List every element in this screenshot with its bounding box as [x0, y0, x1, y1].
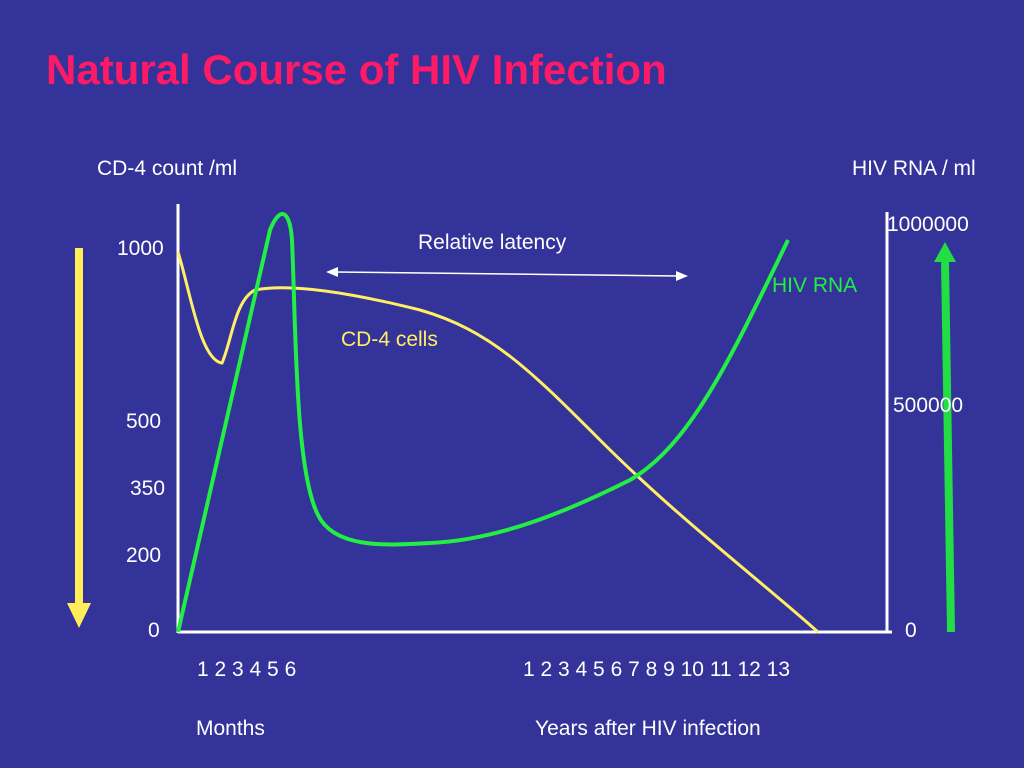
relative-latency-label: Relative latency [418, 231, 567, 254]
months-ticks: 1 2 3 4 5 6 [197, 658, 297, 681]
right-tick-0: 0 [905, 619, 917, 642]
cd4-series-line [176, 251, 820, 634]
right-tick-500000: 500000 [893, 394, 964, 417]
months-axis-label: Months [196, 717, 265, 740]
left-tick-0: 0 [148, 619, 160, 642]
left-tick-200: 200 [126, 544, 162, 567]
cd4-series-label: CD-4 cells [341, 328, 438, 351]
hiv-rna-rise-arrow [934, 242, 956, 633]
years-axis-label: Years after HIV infection [535, 717, 761, 740]
hiv-rna-series-label: HIV RNA [772, 274, 858, 297]
years-ticks: 1 2 3 4 5 6 7 8 9 10 11 12 13 [523, 658, 791, 681]
left-tick-350: 350 [130, 477, 166, 500]
right-axis-title: HIV RNA / ml [852, 157, 976, 180]
cd4-decline-arrow [67, 248, 91, 628]
slide-title: Natural Course of HIV Infection [46, 46, 667, 93]
left-tick-500: 500 [126, 410, 162, 433]
hiv-rna-series-line [176, 212, 790, 633]
left-axis-title: CD-4 count /ml [97, 157, 238, 180]
left-tick-1000: 1000 [117, 237, 164, 260]
right-tick-1000000: 1000000 [887, 213, 969, 236]
relative-latency-arrow [326, 267, 688, 281]
